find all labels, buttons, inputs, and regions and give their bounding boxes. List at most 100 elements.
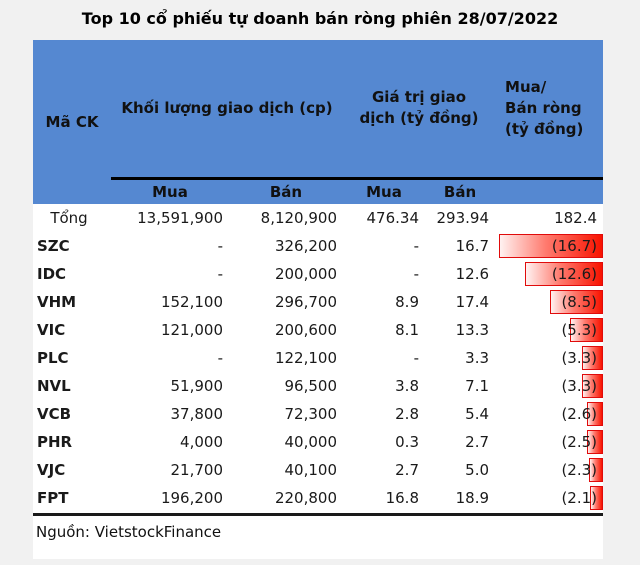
cell-value-sell: 17.4 [455,293,490,311]
cell-value-buy: - [413,237,419,255]
cell-value-sell: 12.6 [455,265,490,283]
net-value: (5.3) [561,321,598,339]
net-data-bar [590,486,604,510]
cell-net: (2.1) [495,484,604,512]
net-data-bar [587,402,604,426]
table-card: Mã CK Khối lượng giao dịch (cp) Giá trị … [33,40,604,559]
net-value: (2.5) [561,433,598,451]
table-row: VJC 21,700 40,100 2.7 5.0 (2.3) [33,456,604,484]
header-group-row: Mã CK Khối lượng giao dịch (cp) Giá trị … [33,40,604,204]
net-value: (3.3) [561,349,598,367]
cell-value-sell: 5.0 [465,461,490,479]
net-value: (2.3) [561,461,598,479]
subheader-volume-sell: Bán [229,178,343,204]
cell-volume-buy: - [217,349,223,367]
cell-net: (2.6) [495,400,604,428]
cell-net: (3.3) [495,372,604,400]
header-volume-group: Khối lượng giao dịch (cp) [111,40,343,180]
cell-volume-sell: 220,800 [274,489,337,507]
net-data-bar [582,346,604,370]
net-value: (12.6) [551,265,598,283]
cell-net: (2.3) [495,456,604,484]
cell-volume-sell: 200,000 [274,265,337,283]
cell-ticker: IDC [37,265,67,283]
cell-volume-buy: 37,800 [170,405,224,423]
cell-ticker: Tổng [50,209,88,227]
net-data-bar [550,290,604,314]
cell-value-buy: 476.34 [366,209,420,227]
net-value: (8.5) [561,293,598,311]
cell-value-buy: 8.9 [395,293,419,311]
cell-volume-buy: 121,000 [160,321,223,339]
table-row: PLC - 122,100 - 3.3 (3.3) [33,344,604,372]
net-value: (16.7) [551,237,598,255]
cell-value-sell: 3.3 [465,349,490,367]
cell-ticker: FPT [37,489,69,507]
table-row: VHM 152,100 296,700 8.9 17.4 (8.5) [33,288,604,316]
cell-value-buy: 0.3 [395,433,419,451]
cell-net: (3.3) [495,344,604,372]
net-value: (2.1) [561,489,598,507]
cell-volume-sell: 200,600 [274,321,337,339]
source-note: Nguồn: VietstockFinance [36,523,222,541]
cell-volume-sell: 40,100 [284,461,338,479]
cell-ticker: PLC [37,349,69,367]
header-sub-row: Mua Bán Mua Bán [33,178,604,204]
cell-net: (8.5) [495,288,604,316]
cell-net: (12.6) [495,260,604,288]
cell-net: (5.3) [495,316,604,344]
cell-volume-buy: 196,200 [160,489,223,507]
cell-value-buy: 16.8 [385,489,419,507]
cell-value-buy: - [413,349,419,367]
net-value: (2.6) [561,405,598,423]
cell-value-sell: 7.1 [465,377,490,395]
cell-value-sell: 5.4 [465,405,490,423]
cell-volume-sell: 122,100 [274,349,337,367]
table-header: Mã CK Khối lượng giao dịch (cp) Giá trị … [33,40,604,204]
cell-value-sell: 13.3 [455,321,490,339]
cell-value-buy: 2.7 [395,461,419,479]
net-data-bar [589,458,604,482]
cell-value-buy: 3.8 [395,377,419,395]
page-title: Top 10 cổ phiếu tự doanh bán ròng phiên … [81,9,559,28]
header-value-group: Giá trị giao dịch (tỷ đồng) [343,40,496,180]
subheader-volume-buy: Mua [111,178,229,204]
cell-value-sell: 293.94 [436,209,490,227]
cell-volume-sell: 296,700 [274,293,337,311]
net-data-bar [582,374,604,398]
cell-volume-buy: 4,000 [180,433,223,451]
cell-ticker: VIC [37,321,66,339]
cell-ticker: VJC [37,461,66,479]
cell-value-buy: 2.8 [395,405,419,423]
subheader-net-spacer [495,178,604,204]
cell-volume-sell: 8,120,900 [260,209,337,227]
cell-volume-buy: 51,900 [170,377,224,395]
subheader-value-sell: Bán [425,178,496,204]
cell-ticker: VHM [37,293,77,311]
cell-ticker: NVL [37,377,71,395]
net-value: (3.3) [561,377,598,395]
cell-value-sell: 2.7 [465,433,490,451]
cell-volume-sell: 326,200 [274,237,337,255]
cell-volume-buy: 13,591,900 [137,209,223,227]
net-value: 182.4 [554,209,598,227]
cell-volume-buy: - [217,265,223,283]
subheader-value-buy: Mua [343,178,425,204]
table-row: FPT 196,200 220,800 16.8 18.9 (2.1) [33,484,604,512]
cell-ticker: SZC [37,237,70,255]
cell-volume-sell: 72,300 [284,405,338,423]
cell-value-buy: - [413,265,419,283]
cell-ticker: PHR [37,433,73,451]
header-ticker: Mã CK [33,40,111,204]
cell-net: 182.4 [495,204,603,232]
cell-volume-sell: 96,500 [284,377,338,395]
table-row: VCB 37,800 72,300 2.8 5.4 (2.6) [33,400,604,428]
table-body: Tổng 13,591,900 8,120,900 476.34 293.94 182.4… [33,204,604,512]
cell-value-sell: 16.7 [455,237,490,255]
header-net-group: Mua/ Bán ròng (tỷ đồng) [495,40,604,180]
cell-ticker: VCB [37,405,72,423]
cell-value-sell: 18.9 [455,489,490,507]
cell-volume-buy: 21,700 [170,461,224,479]
cell-net: (16.7) [495,232,604,260]
